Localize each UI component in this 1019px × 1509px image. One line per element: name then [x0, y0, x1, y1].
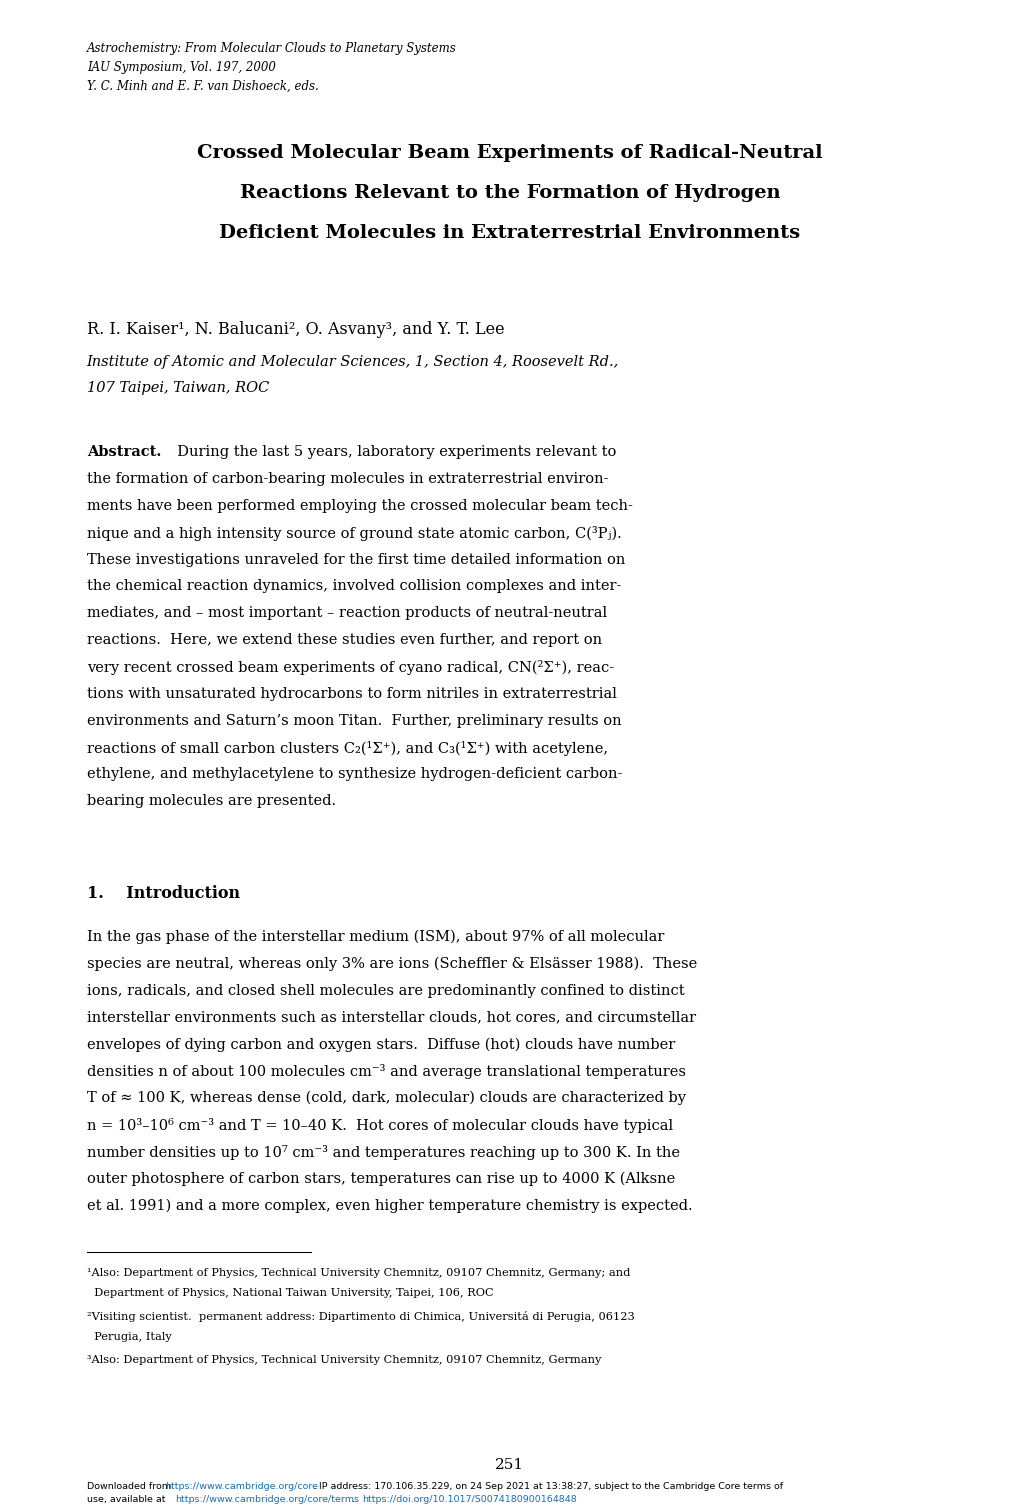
Text: Institute of Atomic and Molecular Sciences, 1, Section 4, Roosevelt Rd.,: Institute of Atomic and Molecular Scienc… [87, 355, 619, 368]
Text: Department of Physics, National Taiwan University, Taipei, 106, ROC: Department of Physics, National Taiwan U… [87, 1289, 493, 1298]
Text: tions with unsaturated hydrocarbons to form nitriles in extraterrestrial: tions with unsaturated hydrocarbons to f… [87, 687, 615, 700]
Text: species are neutral, whereas only 3% are ions (Scheffler & Elsässer 1988).  Thes: species are neutral, whereas only 3% are… [87, 957, 696, 972]
Text: Deficient Molecules in Extraterrestrial Environments: Deficient Molecules in Extraterrestrial … [219, 223, 800, 241]
Text: Downloaded from: Downloaded from [87, 1482, 173, 1491]
Text: Reactions Relevant to the Formation of Hydrogen: Reactions Relevant to the Formation of H… [239, 184, 780, 202]
Text: Abstract.: Abstract. [87, 445, 161, 459]
Text: the chemical reaction dynamics, involved collision complexes and inter-: the chemical reaction dynamics, involved… [87, 579, 621, 593]
Text: environments and Saturn’s moon Titan.  Further, preliminary results on: environments and Saturn’s moon Titan. Fu… [87, 714, 621, 727]
Text: . IP address: 170.106.35.229, on 24 Sep 2021 at 13:38:27, subject to the Cambrid: . IP address: 170.106.35.229, on 24 Sep … [312, 1482, 782, 1491]
Text: 251: 251 [495, 1458, 524, 1471]
Text: n = 10³–10⁶ cm⁻³ and T = 10–40 K.  Hot cores of molecular clouds have typical: n = 10³–10⁶ cm⁻³ and T = 10–40 K. Hot co… [87, 1118, 673, 1133]
Text: https://doi.org/10.1017/S0074180900164848: https://doi.org/10.1017/S007418090016484… [362, 1495, 576, 1504]
Text: ¹Also: Department of Physics, Technical University Chemnitz, 09107 Chemnitz, Ger: ¹Also: Department of Physics, Technical … [87, 1268, 630, 1278]
Text: R. I. Kaiser¹, N. Balucani², O. Asvany³, and Y. T. Lee: R. I. Kaiser¹, N. Balucani², O. Asvany³,… [87, 321, 503, 338]
Text: reactions.  Here, we extend these studies even further, and report on: reactions. Here, we extend these studies… [87, 634, 601, 647]
Text: mediates, and – most important – reaction products of neutral-neutral: mediates, and – most important – reactio… [87, 607, 606, 620]
Text: the formation of carbon-bearing molecules in extraterrestrial environ-: the formation of carbon-bearing molecule… [87, 472, 607, 486]
Text: reactions of small carbon clusters C₂(¹Σ⁺), and C₃(¹Σ⁺) with acetylene,: reactions of small carbon clusters C₂(¹Σ… [87, 741, 607, 756]
Text: densities n of about 100 molecules cm⁻³ and average translational temperatures: densities n of about 100 molecules cm⁻³ … [87, 1064, 685, 1079]
Text: envelopes of dying carbon and oxygen stars.  Diffuse (hot) clouds have number: envelopes of dying carbon and oxygen sta… [87, 1037, 675, 1052]
Text: number densities up to 10⁷ cm⁻³ and temperatures reaching up to 300 K. In the: number densities up to 10⁷ cm⁻³ and temp… [87, 1145, 679, 1160]
Text: interstellar environments such as interstellar clouds, hot cores, and circumstel: interstellar environments such as inters… [87, 1011, 695, 1025]
Text: very recent crossed beam experiments of cyano radical, CN(²Σ⁺), reac-: very recent crossed beam experiments of … [87, 659, 613, 675]
Text: https://www.cambridge.org/core/terms: https://www.cambridge.org/core/terms [175, 1495, 359, 1504]
Text: IAU Symposium, Vol. 197, 2000: IAU Symposium, Vol. 197, 2000 [87, 60, 275, 74]
Text: In the gas phase of the interstellar medium (ISM), about 97% of all molecular: In the gas phase of the interstellar med… [87, 930, 663, 945]
Text: ethylene, and methylacetylene to synthesize hydrogen-deficient carbon-: ethylene, and methylacetylene to synthes… [87, 768, 622, 782]
Text: outer photosphere of carbon stars, temperatures can rise up to 4000 K (Alksne: outer photosphere of carbon stars, tempe… [87, 1171, 675, 1186]
Text: .: . [352, 1495, 358, 1504]
Text: et al. 1991) and a more complex, even higher temperature chemistry is expected.: et al. 1991) and a more complex, even hi… [87, 1198, 692, 1213]
Text: During the last 5 years, laboratory experiments relevant to: During the last 5 years, laboratory expe… [168, 445, 615, 459]
Text: 107 Taipei, Taiwan, ROC: 107 Taipei, Taiwan, ROC [87, 380, 269, 395]
Text: ments have been performed employing the crossed molecular beam tech-: ments have been performed employing the … [87, 499, 632, 513]
Text: Y. C. Minh and E. F. van Dishoeck, eds.: Y. C. Minh and E. F. van Dishoeck, eds. [87, 80, 318, 94]
Text: ³Also: Department of Physics, Technical University Chemnitz, 09107 Chemnitz, Ger: ³Also: Department of Physics, Technical … [87, 1355, 600, 1366]
Text: Astrochemistry: From Molecular Clouds to Planetary Systems: Astrochemistry: From Molecular Clouds to… [87, 42, 457, 56]
Text: Crossed Molecular Beam Experiments of Radical-Neutral: Crossed Molecular Beam Experiments of Ra… [197, 143, 822, 161]
Text: use, available at: use, available at [87, 1495, 168, 1504]
Text: These investigations unraveled for the first time detailed information on: These investigations unraveled for the f… [87, 552, 625, 566]
Text: bearing molecules are presented.: bearing molecules are presented. [87, 794, 335, 809]
Text: nique and a high intensity source of ground state atomic carbon, C(³Pⱼ).: nique and a high intensity source of gro… [87, 525, 621, 540]
Text: ions, radicals, and closed shell molecules are predominantly confined to distinc: ions, radicals, and closed shell molecul… [87, 984, 684, 997]
Text: https://www.cambridge.org/core: https://www.cambridge.org/core [165, 1482, 318, 1491]
Text: Perugia, Italy: Perugia, Italy [87, 1332, 171, 1342]
Text: 1.    Introduction: 1. Introduction [87, 884, 239, 901]
Text: T of ≈ 100 K, whereas dense (cold, dark, molecular) clouds are characterized by: T of ≈ 100 K, whereas dense (cold, dark,… [87, 1091, 685, 1106]
Text: ²Visiting scientist.  permanent address: Dipartimento di Chimica, Universitá di : ²Visiting scientist. permanent address: … [87, 1311, 634, 1322]
